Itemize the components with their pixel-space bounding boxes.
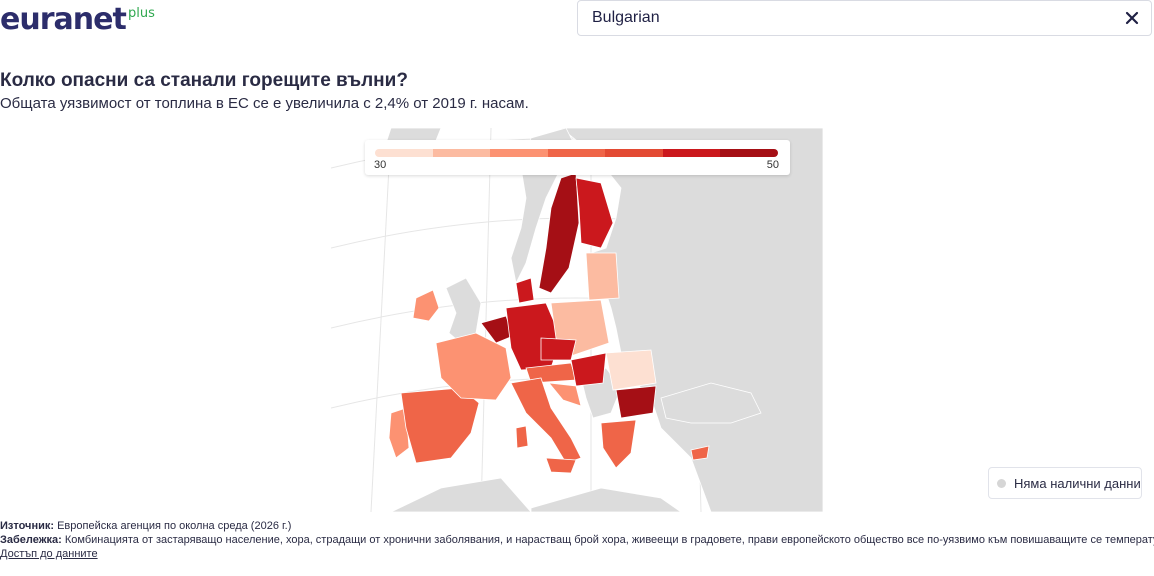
legend-swatch-5	[605, 149, 663, 157]
region-italy	[510, 377, 582, 464]
note-text: Комбинацията от застаряващо население, х…	[61, 534, 1154, 546]
region-france	[435, 332, 512, 401]
region-croatia	[548, 382, 582, 407]
legend-swatch-1	[375, 149, 433, 157]
europe-map[interactable]	[331, 128, 823, 512]
region-baltics	[585, 252, 620, 301]
region-finland	[575, 177, 614, 249]
source-label: Източник:	[0, 520, 55, 532]
region-sicily	[545, 457, 577, 474]
region-hungary	[570, 352, 607, 387]
euranet-logo[interactable]: euranet plus	[0, 2, 155, 38]
region-ireland	[412, 289, 440, 322]
region-romania	[605, 349, 657, 391]
logo-sup: plus	[128, 6, 155, 21]
legend-color-scale	[375, 149, 779, 157]
region-spain	[400, 387, 480, 464]
region-czechia	[540, 337, 577, 361]
region-sardinia	[515, 425, 529, 449]
source-line: Източник: Европейска агенция по околна с…	[0, 520, 291, 532]
legend-swatch-3	[490, 149, 548, 157]
page-title: Колко опасни са станали горещите вълни?	[0, 70, 408, 91]
legend-max: 50	[766, 159, 779, 171]
note-line: Забележка: Комбинацията от застаряващо н…	[0, 534, 1154, 546]
page-subtitle: Общата уязвимост от топлина в ЕС се е ув…	[0, 95, 529, 112]
nodata-label: Няма налични данни	[1014, 475, 1141, 491]
map-svg	[331, 128, 823, 512]
note-label: Забележка:	[0, 534, 62, 546]
source-text: Европейска агенция по околна среда (2026…	[54, 520, 292, 532]
region-bulgaria	[615, 385, 657, 419]
legend-swatch-2	[432, 149, 491, 157]
nodata-dot	[997, 478, 1006, 488]
legend-swatch-4	[547, 149, 606, 157]
legend-swatch-7	[720, 149, 779, 157]
logo-text: euranet	[0, 2, 127, 37]
eu-countries	[388, 172, 710, 474]
legend-swatch-6	[662, 149, 721, 157]
close-icon[interactable]	[1123, 9, 1141, 27]
legend: 30 50	[365, 140, 790, 175]
legend-min: 30	[374, 159, 387, 171]
nodata-legend[interactable]: Няма налични данни	[988, 467, 1142, 499]
region-cyprus	[690, 445, 710, 461]
region-denmark	[515, 277, 535, 304]
region-greece	[600, 419, 637, 469]
language-value: Bulgarian	[592, 9, 660, 26]
data-access-link[interactable]: Достъп до данните	[0, 548, 98, 560]
language-select[interactable]: Bulgarian	[577, 0, 1152, 36]
